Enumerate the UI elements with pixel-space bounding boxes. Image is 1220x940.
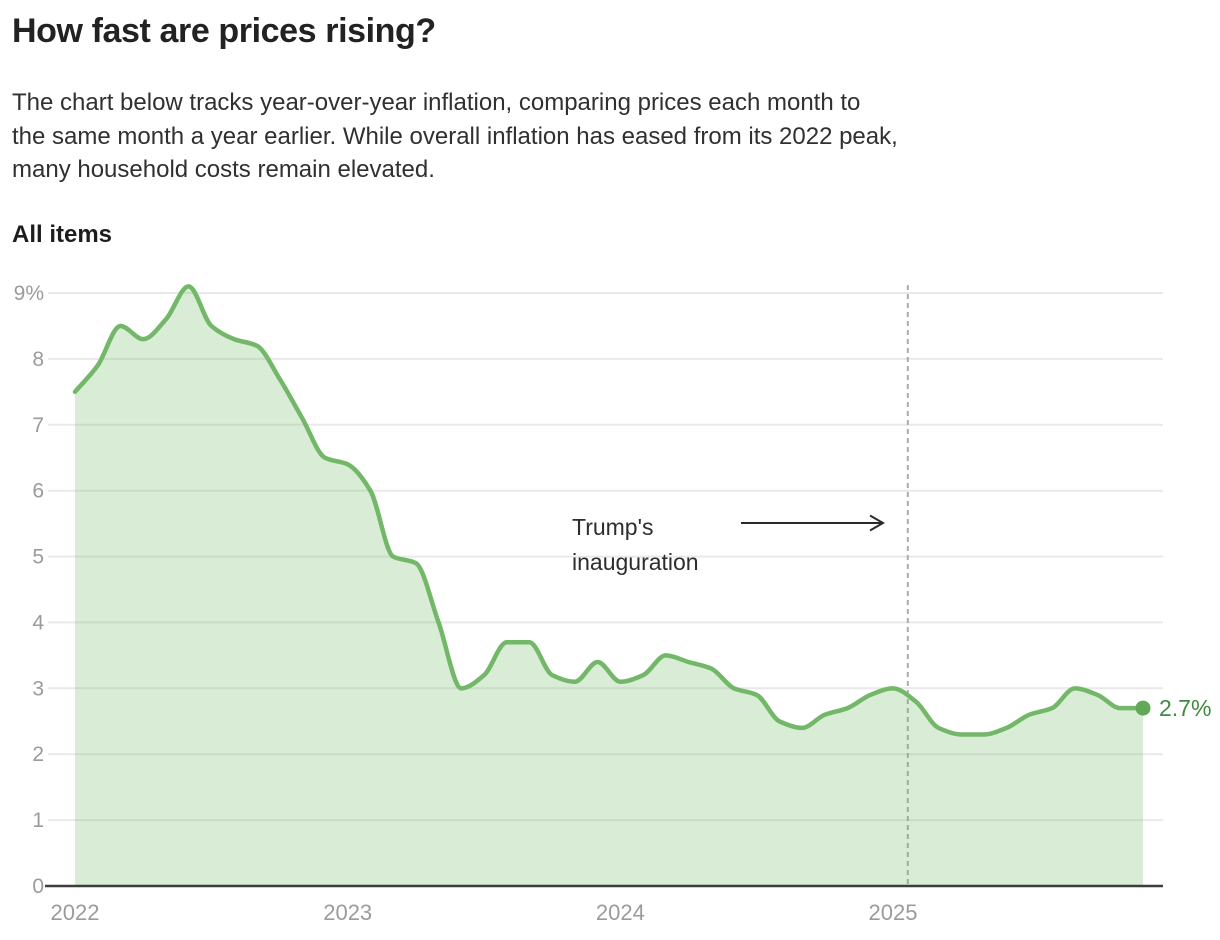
y-tick-label: 3 [32,677,44,700]
y-tick-label: 2 [32,743,44,766]
x-tick-label: 2025 [869,900,918,925]
x-tick-label: 2023 [323,900,372,925]
page-title: How fast are prices rising? [12,12,436,50]
y-tick-label: 0 [32,875,44,898]
y-tick-label: 8 [32,348,44,371]
x-tick-label: 2024 [596,900,645,925]
annotation-text-line-1: Trump's [572,514,654,540]
description-line-3: many household costs remain elevated. [12,156,435,183]
chart-description: The chart below tracks year-over-year in… [12,86,898,187]
y-tick-label: 6 [32,480,44,503]
description-line-2: the same month a year earlier. While ove… [12,122,898,150]
x-tick-label: 2022 [51,900,100,925]
latest-value-label: 2.7% [1159,695,1211,721]
y-tick-label: 9% [14,282,44,305]
latest-value-dot [1135,700,1151,716]
y-tick-label: 4 [32,611,44,634]
gridlines [48,292,1163,822]
annotation-text-line-2: inauguration [572,549,699,575]
inflation-area-chart: 0 1 2 3 4 5 6 7 8 9% 2022 2023 2024 2025 Trump's ina… [14,282,1212,925]
y-axis-tick-labels: 0 1 2 3 4 5 6 7 8 9% [14,282,45,898]
inflation-line [72,284,1146,737]
y-tick-label: 7 [32,414,44,437]
series-label: All items [12,221,113,248]
y-tick-label: 1 [32,809,44,832]
annotation-arrowhead [869,514,886,532]
description-line-1: The chart below tracks year-over-year in… [12,89,861,116]
inflation-area-fill [75,286,1143,886]
annotation-trump-inauguration: Trump's inauguration [572,514,886,575]
x-axis-tick-labels: 2022 2023 2024 2025 [51,900,918,925]
y-tick-label: 5 [32,546,44,569]
